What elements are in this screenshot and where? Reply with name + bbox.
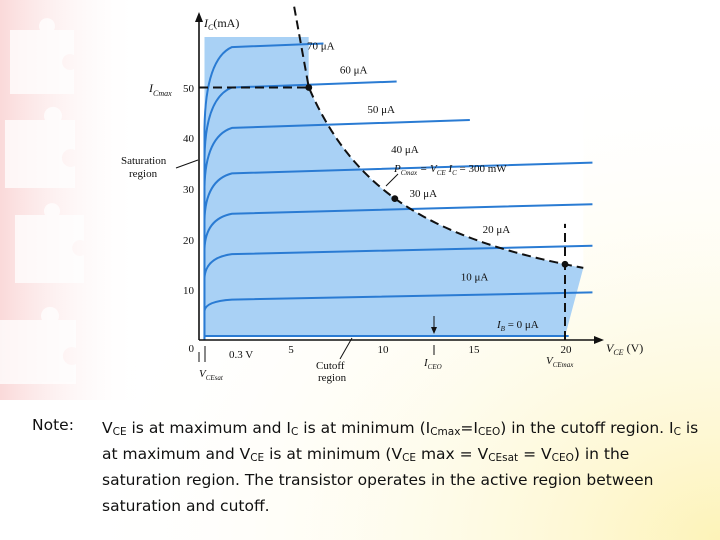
curve-label-60: 60 μA bbox=[340, 64, 368, 76]
iceo-label: ICEO bbox=[423, 357, 442, 371]
cutoff-region-label: Cutoff region bbox=[316, 360, 347, 384]
puzzle-piece-icon bbox=[0, 18, 84, 384]
transistor-output-characteristics: IC(mA) VCE (V) 50 40 30 20 10 0 5 10 15 2… bbox=[121, 6, 643, 384]
ib-curve-30 bbox=[203, 203, 593, 340]
ib-curve-20 bbox=[203, 244, 593, 340]
curve-label-20: 20 μA bbox=[483, 224, 511, 236]
pcmax-equation: PCmax = VCE IC = 300 mW bbox=[393, 163, 507, 177]
note-text: VCE is at maximum and IC is at minimum (… bbox=[102, 419, 699, 515]
pcmax-arrow bbox=[385, 173, 399, 187]
note-label: Note: bbox=[32, 416, 74, 434]
vcesat-value-label: 0.3 V bbox=[229, 349, 253, 361]
y-tick-label: 10 bbox=[183, 285, 195, 297]
above-power-curve-area bbox=[308, 37, 584, 268]
y-tick-label: 0 bbox=[189, 343, 195, 355]
curve-label-30: 30 μA bbox=[409, 188, 437, 200]
cutoff-arrow bbox=[339, 337, 353, 360]
vcesat-label: VCEsat bbox=[199, 368, 224, 382]
x-tick-label: 20 bbox=[561, 344, 573, 356]
ib-curve-50 bbox=[203, 119, 470, 340]
icmax-label: ICmax bbox=[148, 81, 172, 98]
y-tick-label: 50 bbox=[183, 83, 195, 95]
iceo-arrowhead bbox=[431, 327, 437, 334]
y-tick-label: 40 bbox=[183, 133, 195, 145]
ib-curve-40 bbox=[203, 161, 593, 340]
curve-label-70: 70 μA bbox=[307, 41, 335, 53]
x-tick-label: 15 bbox=[469, 344, 481, 356]
x-tick-label: 5 bbox=[288, 344, 294, 356]
curve-label-50: 50 μA bbox=[367, 104, 395, 116]
y-axis-arrow bbox=[195, 12, 203, 22]
saturation-arrow bbox=[175, 159, 199, 169]
y-tick-label: 30 bbox=[183, 184, 195, 196]
ib-curve-10 bbox=[203, 291, 593, 340]
power-limit-point bbox=[305, 84, 313, 91]
y-axis-label: IC(mA) bbox=[203, 16, 239, 32]
active-region-shading bbox=[204, 37, 584, 337]
pcmax-hyperbola bbox=[293, 6, 584, 269]
saturation-region-label: Saturation region bbox=[121, 155, 169, 180]
power-limit-point bbox=[561, 260, 569, 268]
curve-label-10: 10 μA bbox=[461, 271, 489, 283]
curve-label-40: 40 μA bbox=[391, 144, 419, 156]
power-limit-point bbox=[391, 195, 399, 203]
ib-zero-label: IB = 0 μA bbox=[496, 319, 539, 333]
x-axis-label: VCE (V) bbox=[606, 341, 643, 357]
x-axis-arrow bbox=[594, 336, 604, 344]
ib-curve-70 bbox=[203, 42, 324, 340]
x-tick-label: 10 bbox=[378, 344, 390, 356]
vcemax-label: VCEmax bbox=[546, 355, 574, 369]
y-tick-label: 20 bbox=[183, 235, 195, 247]
